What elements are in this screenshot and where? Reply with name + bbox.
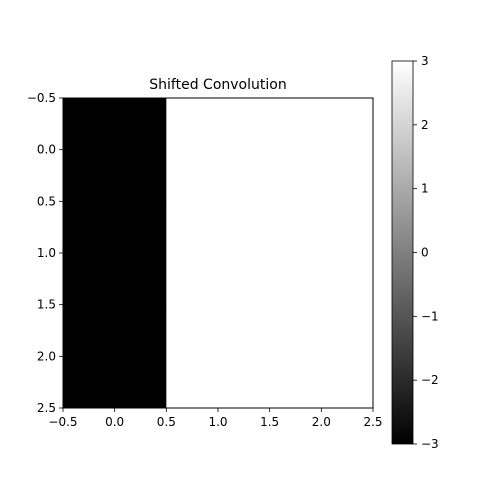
colorbar <box>391 60 414 445</box>
colorbar-tick-label: −1 <box>421 309 439 323</box>
x-tick-label: 0.5 <box>157 415 176 429</box>
x-tick-label: −0.5 <box>48 415 77 429</box>
x-tick-label: 1.5 <box>260 415 279 429</box>
x-tick-label: 1.0 <box>208 415 227 429</box>
heatmap-cell <box>269 98 374 202</box>
heatmap-cell <box>63 304 167 409</box>
y-tick-label: 1.0 <box>37 246 56 260</box>
x-tick-label: 2.0 <box>312 415 331 429</box>
colorbar-tick-label: −2 <box>421 373 439 387</box>
colorbar-tick-label: 3 <box>421 54 429 68</box>
colorbar-tick-label: 2 <box>421 118 429 132</box>
y-tick-label: 2.0 <box>37 349 56 363</box>
colorbar-axis: 3 2 1 0 −1 −2 −3 <box>413 54 439 451</box>
heatmap-cell <box>269 304 374 409</box>
heatmap-cell <box>269 201 374 306</box>
heatmap-cell <box>63 98 167 202</box>
heatmap-cell <box>166 201 271 306</box>
x-tick-label: 0.0 <box>105 415 124 429</box>
y-axis: −0.5 0.0 0.5 1.0 1.5 2.0 2.5 <box>27 91 63 415</box>
y-tick-label: 0.0 <box>37 143 56 157</box>
chart-title: Shifted Convolution <box>149 77 286 93</box>
y-tick-label: 2.5 <box>37 401 56 415</box>
heatmap-cells <box>63 98 374 409</box>
heatmap-cell <box>166 98 271 202</box>
heatmap-cell <box>166 304 271 409</box>
x-tick-label: 2.5 <box>363 415 382 429</box>
x-axis: −0.5 0.0 0.5 1.0 1.5 2.0 2.5 <box>48 408 383 429</box>
colorbar-tick-label: −3 <box>421 437 439 451</box>
y-tick-label: 1.5 <box>37 298 56 312</box>
colorbar-tick-label: 0 <box>421 246 429 260</box>
y-tick-label: 0.5 <box>37 194 56 208</box>
colorbar-tick-label: 1 <box>421 182 429 196</box>
y-tick-label: −0.5 <box>27 91 56 105</box>
heatmap-cell <box>63 201 167 306</box>
